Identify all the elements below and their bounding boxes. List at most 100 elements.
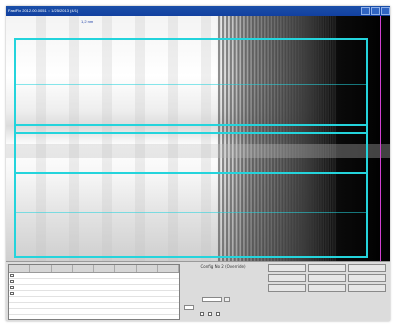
row-checkbox[interactable]: [10, 280, 14, 283]
image-fringe: [307, 16, 309, 261]
close-button[interactable]: [381, 7, 390, 15]
grid-button[interactable]: [308, 274, 346, 282]
overlay-right-edge[interactable]: [366, 38, 368, 258]
image-fringe: [299, 16, 301, 261]
grid-button[interactable]: [348, 274, 386, 282]
image-fringe: [233, 16, 236, 261]
grid-value: [308, 304, 346, 311]
measurement-table[interactable]: [8, 264, 180, 320]
image-fringe: [251, 16, 254, 261]
step-size-input[interactable]: [202, 297, 222, 302]
image-fringe: [237, 16, 240, 261]
table-row[interactable]: [9, 303, 179, 309]
grid-value: [348, 295, 386, 302]
overlay-box-3-bottom[interactable]: [14, 256, 368, 258]
image-fringe: [281, 16, 284, 261]
image-fringe: [296, 16, 298, 261]
grid-button[interactable]: [268, 284, 306, 292]
table-row[interactable]: [9, 273, 179, 279]
overlay-left-edge[interactable]: [14, 38, 16, 258]
grid-value: [268, 304, 306, 311]
table-row[interactable]: [9, 291, 179, 297]
step-up-button[interactable]: [224, 297, 230, 302]
image-fringe: [262, 16, 265, 261]
overlay-box-1-center: [14, 84, 368, 85]
overlay-box-2-top[interactable]: [14, 132, 368, 134]
image-fringe: [322, 16, 325, 261]
image-fringe: [327, 16, 329, 261]
grid-button[interactable]: [348, 284, 386, 292]
image-fringe: [275, 16, 278, 261]
control-panel: Config No 2 (Override): [6, 261, 390, 321]
image-fringe: [301, 16, 304, 261]
grid-button[interactable]: [348, 264, 386, 272]
image-fringe: [284, 16, 287, 261]
table-row[interactable]: [9, 297, 179, 303]
image-fringe: [320, 16, 322, 261]
overlay-box-1-bottom[interactable]: [14, 124, 368, 126]
overlay-box-3-center: [14, 212, 368, 213]
image-band: [6, 144, 390, 158]
stage-config-group: Config No 2 (Override): [182, 264, 264, 318]
image-fringe: [272, 16, 274, 261]
image-fringe: [268, 16, 271, 261]
grid-button[interactable]: [308, 284, 346, 292]
option-checkbox[interactable]: [208, 312, 212, 316]
image-viewport[interactable]: 1,2 nm: [6, 16, 390, 261]
image-fringe: [293, 16, 296, 261]
image-fringe: [225, 16, 229, 261]
grid-value: [268, 295, 306, 302]
image-fringe: [241, 16, 244, 261]
image-fringe: [248, 16, 251, 261]
window-title: FastFlx 2012.00.0051 :: 1/25/2013 (4/1): [8, 8, 79, 13]
image-fringe: [290, 16, 293, 261]
image-fringe: [312, 16, 315, 261]
image-column: [69, 16, 79, 261]
grid-button[interactable]: [308, 264, 346, 272]
image-fringe: [325, 16, 327, 261]
image-fringe: [218, 16, 221, 261]
vertical-marker-line[interactable]: [380, 16, 381, 261]
image-fringe: [265, 16, 268, 261]
image-fringe: [329, 16, 332, 261]
image-column: [168, 16, 178, 261]
row-checkbox[interactable]: [10, 286, 14, 289]
table-row[interactable]: [9, 279, 179, 285]
image-column: [36, 16, 46, 261]
image-column: [102, 16, 112, 261]
config-label: Config No 2 (Override): [200, 264, 246, 269]
row-checkbox[interactable]: [10, 274, 14, 277]
overlay-box-3-top[interactable]: [14, 172, 368, 174]
line-pattern-image: [6, 16, 390, 261]
image-fringe: [317, 16, 320, 261]
image-fringe: [244, 16, 247, 261]
grid-value: [348, 304, 386, 311]
option-checkbox[interactable]: [200, 312, 204, 316]
table-row[interactable]: [9, 309, 179, 315]
maximize-button[interactable]: [371, 7, 380, 15]
image-fringe: [304, 16, 307, 261]
title-bar[interactable]: FastFlx 2012.00.0051 :: 1/25/2013 (4/1): [6, 6, 390, 16]
image-column: [201, 16, 211, 261]
image-column: [135, 16, 145, 261]
image-fringe: [255, 16, 258, 261]
pixel-size-readout: 1,2 nm: [81, 19, 94, 24]
value-input[interactable]: [184, 305, 194, 310]
option-checkbox[interactable]: [216, 312, 220, 316]
image-fringe: [278, 16, 281, 261]
image-fringe: [287, 16, 290, 261]
measurement-buttons: [268, 264, 388, 318]
table-row[interactable]: [9, 285, 179, 291]
image-fringe: [310, 16, 312, 261]
grid-button[interactable]: [268, 274, 306, 282]
grid-value: [308, 295, 346, 302]
image-fringe: [332, 16, 334, 261]
image-fringe: [334, 16, 336, 261]
overlay-box-1-top[interactable]: [14, 38, 368, 40]
image-fringe: [315, 16, 317, 261]
grid-button[interactable]: [268, 264, 306, 272]
row-checkbox[interactable]: [10, 292, 14, 295]
application-window: FastFlx 2012.00.0051 :: 1/25/2013 (4/1) …: [6, 6, 390, 321]
image-fringe: [258, 16, 261, 261]
minimize-button[interactable]: [361, 7, 370, 15]
